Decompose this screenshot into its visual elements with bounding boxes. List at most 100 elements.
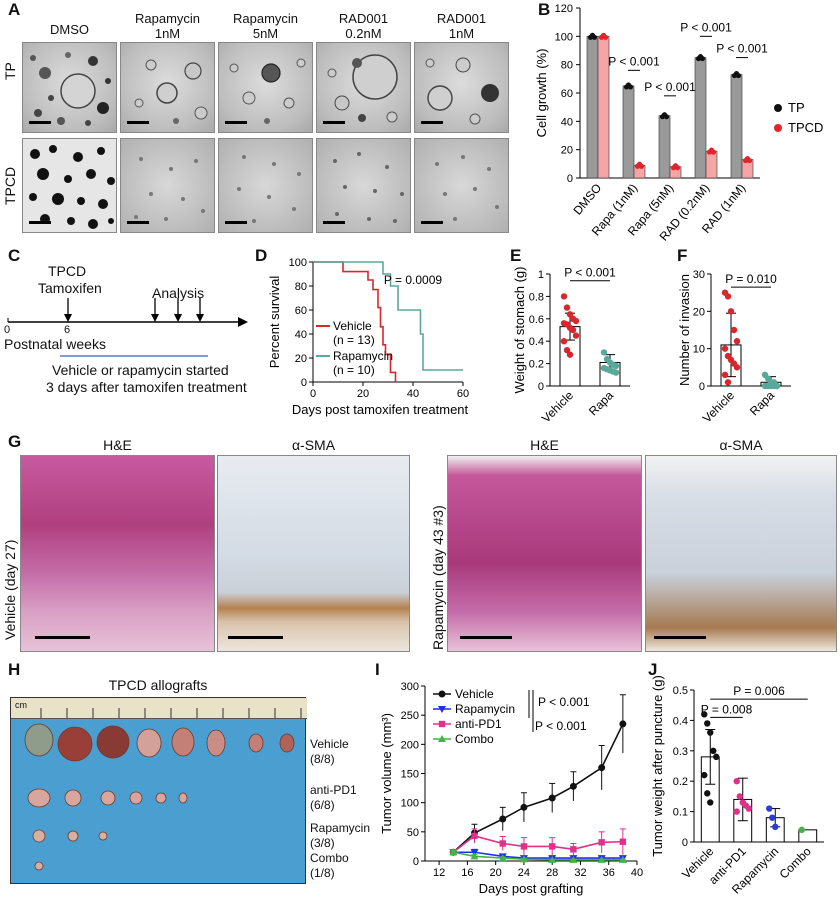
- legend-marker-vehicle: [438, 690, 446, 698]
- y-tick-label: 20: [561, 145, 573, 157]
- data-point: [701, 711, 708, 718]
- bar-tp: [622, 85, 635, 179]
- data-point: [769, 814, 776, 821]
- y-tick-label: 0: [538, 381, 544, 393]
- data-point: [721, 345, 729, 352]
- sma-image-vehicle: [217, 455, 410, 652]
- x-tick-label: 0: [310, 388, 316, 400]
- y-tick-label: 1: [538, 269, 544, 281]
- dot-tpcd: [710, 149, 717, 155]
- line-vehicle: [452, 723, 624, 853]
- y-tick-label: 150: [401, 769, 419, 781]
- x-tick-label: 28: [546, 867, 558, 879]
- sma-image-rapamycin: [645, 455, 837, 652]
- label-vehicle-day27: Vehicle (day 27): [2, 539, 18, 640]
- x-tick-label: 16: [461, 867, 473, 879]
- data-point: [572, 317, 580, 325]
- micrograph-tp-rad02: [316, 42, 411, 133]
- chart-j-tumor-weight: 0 0.1 0.2 0.3 0.4 0.5 Tumor weight after punct…: [650, 675, 824, 897]
- y-tick-label: 0.6: [529, 314, 544, 326]
- y-axis-title: Percent survival: [267, 276, 282, 369]
- marker-anti-pd1: [471, 832, 478, 840]
- tick-6: 6: [64, 324, 71, 336]
- marker-combo: [449, 848, 458, 856]
- data-point: [724, 293, 732, 300]
- legend-label-tp: TP: [788, 100, 805, 115]
- marker-vehicle: [548, 794, 556, 802]
- panel-label-j: J: [648, 660, 658, 679]
- marker-combo: [569, 855, 578, 863]
- group-combo-count: (1/8): [310, 866, 335, 880]
- note-line-1: Vehicle or rapamycin started: [52, 362, 229, 378]
- legend-label-rapamycin: Rapamycin: [333, 349, 393, 363]
- data-point: [733, 338, 741, 345]
- data-point: [736, 793, 743, 800]
- col-header-rad1: RAD001: [436, 11, 487, 26]
- x-axis-title: Days post grafting: [479, 881, 584, 896]
- label-tamoxifen: Tamoxifen: [38, 280, 102, 296]
- data-point: [710, 747, 717, 754]
- label-analysis: Analysis: [152, 285, 205, 301]
- micrograph-tp-dmso: [22, 42, 117, 133]
- he-image-vehicle: [20, 455, 215, 652]
- row-label-tp: TP: [2, 62, 18, 80]
- data-point: [773, 382, 781, 390]
- ruler: cm: [11, 698, 307, 719]
- micrograph-tp-rapa5: [218, 42, 313, 133]
- col-header-rapa1-dose: 1nM: [154, 26, 181, 41]
- sig-label: P = 0.008: [701, 702, 753, 716]
- x-tick-label: Vehicle: [700, 388, 737, 425]
- y-tick-label: 60: [561, 88, 573, 100]
- x-tick-label: Rapa: [586, 388, 616, 418]
- x-tick-label: 60: [457, 388, 469, 400]
- x-tick-label: 40: [631, 867, 643, 879]
- group-rapamycin-count: (3/8): [310, 836, 335, 850]
- group-rapamycin: Rapamycin: [310, 821, 371, 835]
- marker-vehicle: [499, 815, 507, 823]
- ruler-unit: cm: [15, 700, 27, 710]
- data-point: [560, 338, 568, 345]
- data-point: [733, 364, 741, 371]
- data-point: [707, 729, 714, 736]
- data-point: [600, 349, 608, 356]
- sig-label: P < 0.001: [564, 266, 616, 280]
- bar: [798, 829, 818, 843]
- col-header-dmso: DMSO: [50, 22, 89, 37]
- data-point: [730, 326, 738, 334]
- x-tick-label: 36: [603, 867, 615, 879]
- col-header-rad1-dose: 1nM: [448, 26, 475, 41]
- x-tick-label: DMSO: [570, 181, 604, 218]
- marker-combo: [618, 855, 627, 863]
- y-axis-title: Number of invasion: [677, 274, 692, 386]
- y-tick-label: 250: [401, 710, 419, 722]
- x-tick-label: 32: [574, 867, 586, 879]
- data-point: [745, 805, 752, 812]
- line-rapamycin: [453, 851, 623, 859]
- bar-tp: [586, 36, 599, 179]
- sig-label-1: P < 0.001: [538, 695, 590, 709]
- y-tick-label: 40: [561, 116, 573, 128]
- tick-0: 0: [4, 324, 11, 336]
- he-image-rapamycin: [447, 455, 642, 652]
- data-point: [704, 720, 711, 727]
- group-anti-pd1-count: (6/8): [310, 798, 335, 812]
- dot-tpcd: [602, 34, 609, 40]
- y-tick-label: 0.4: [673, 715, 688, 727]
- bar-tp: [658, 115, 671, 179]
- col-header-rapa5-dose: 5nM: [252, 26, 279, 41]
- y-tick-label: 0: [567, 173, 573, 185]
- data-point: [713, 753, 720, 761]
- line-anti-pd1: [452, 835, 623, 853]
- marker-vehicle: [598, 764, 606, 772]
- allograft-title: TPCD allografts: [108, 677, 208, 693]
- chart-d-survival: 0 20 40 60 80 100 0 20 40 60 Days post tamoxifen t…: [267, 257, 469, 417]
- chart-e-stomach-weight: 0 0.2 0.4 0.6 0.8 1 Weight of stomach (g) Vehic…: [512, 266, 630, 425]
- micrograph-tp-rad1: [414, 42, 509, 133]
- data-point: [612, 369, 620, 376]
- legend-marker-anti-pd1: [438, 720, 446, 728]
- data-point: [772, 823, 779, 830]
- sig-label: P < 0.001: [716, 42, 768, 56]
- legend-marker-rapamycin: [438, 706, 446, 713]
- micrograph-tpcd-rapa5: [218, 138, 313, 233]
